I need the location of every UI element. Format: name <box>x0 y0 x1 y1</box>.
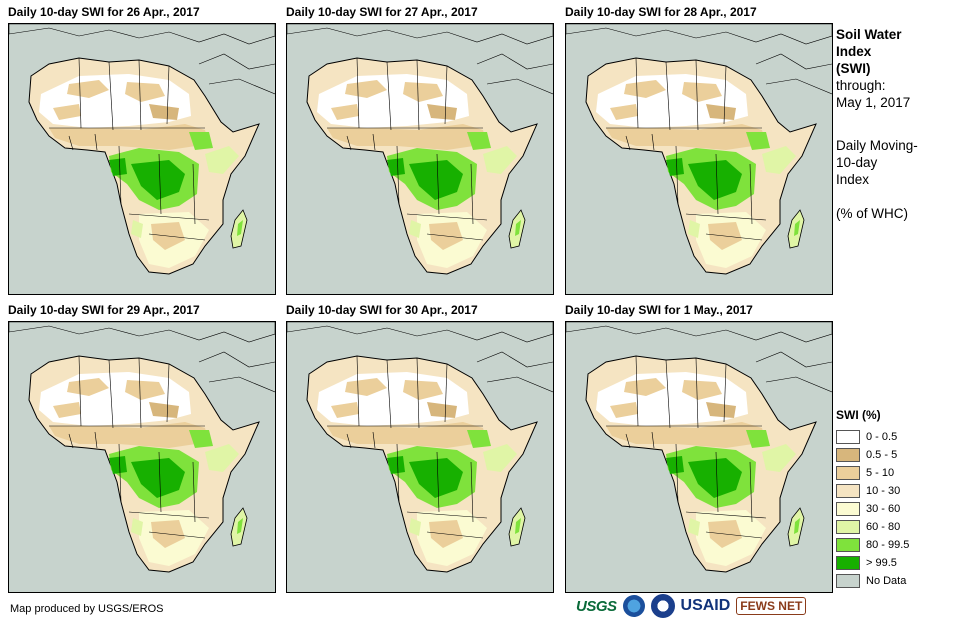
africa-map <box>8 321 276 593</box>
through-date: May 1, 2017 <box>836 95 911 110</box>
legend-swatch <box>836 484 860 498</box>
credit-text: Map produced by USGS/EROS <box>10 603 164 615</box>
logo-strip: USGS USAID FEWS NET <box>576 594 807 618</box>
africa-map-graphic <box>287 24 553 275</box>
legend-swatch <box>836 556 860 570</box>
legend-swatch <box>836 574 860 588</box>
legend-label: 10 - 30 <box>866 485 901 497</box>
legend-swatch <box>836 430 860 444</box>
africa-map <box>565 23 833 295</box>
panel-title: Daily 10-day SWI for 26 Apr., 2017 <box>8 5 200 19</box>
desc-line-1: Daily Moving- <box>836 138 918 153</box>
through-label: through: <box>836 78 886 93</box>
map-panel-2: Daily 10-day SWI for 27 Apr., 2017 <box>286 5 554 295</box>
noaa-logo-icon <box>622 595 645 617</box>
seal-logo-icon <box>650 594 675 618</box>
heading-line-2: Index <box>836 44 872 59</box>
africa-map-graphic <box>566 24 832 275</box>
fews-net-logo: FEWS NET <box>736 597 807 615</box>
panel-title: Daily 10-day SWI for 28 Apr., 2017 <box>565 5 757 19</box>
africa-map <box>565 321 833 593</box>
panel-title: Daily 10-day SWI for 29 Apr., 2017 <box>8 303 200 317</box>
africa-map <box>286 23 554 295</box>
legend-item: No Data <box>836 572 909 590</box>
legend-item: 30 - 60 <box>836 500 909 518</box>
panel-title: Daily 10-day SWI for 1 May., 2017 <box>565 303 753 317</box>
africa-map-graphic <box>9 322 275 573</box>
legend-swatch <box>836 502 860 516</box>
legend: SWI (%) 0 - 0.5 0.5 - 5 5 - 10 10 - 30 3… <box>836 408 909 590</box>
legend-label: 30 - 60 <box>866 503 901 515</box>
legend-label: 80 - 99.5 <box>866 539 910 551</box>
legend-label: 60 - 80 <box>866 521 901 533</box>
legend-label: 0 - 0.5 <box>866 431 898 443</box>
legend-label: No Data <box>866 575 907 587</box>
legend-item: 0.5 - 5 <box>836 446 909 464</box>
legend-swatch <box>836 448 860 462</box>
map-panel-5: Daily 10-day SWI for 30 Apr., 2017 <box>286 303 554 593</box>
desc-line-2: 10-day <box>836 155 878 170</box>
panel-title: Daily 10-day SWI for 27 Apr., 2017 <box>286 5 478 19</box>
africa-map-graphic <box>566 322 832 573</box>
legend-title: SWI (%) <box>836 408 881 422</box>
usaid-logo: USAID <box>680 597 731 614</box>
heading-line-3: (SWI) <box>836 61 871 76</box>
legend-swatch <box>836 538 860 552</box>
sidebar-description: Soil Water Index (SWI) through: May 1, 2… <box>836 26 918 222</box>
usgs-logo: USGS <box>576 597 617 615</box>
legend-item: 80 - 99.5 <box>836 536 909 554</box>
africa-map <box>286 321 554 593</box>
panel-title: Daily 10-day SWI for 30 Apr., 2017 <box>286 303 478 317</box>
units-label: (% of WHC) <box>836 206 908 221</box>
africa-map-graphic <box>287 322 553 573</box>
legend-swatch <box>836 520 860 534</box>
legend-swatch <box>836 466 860 480</box>
legend-label: 0.5 - 5 <box>866 449 898 461</box>
legend-item: 5 - 10 <box>836 464 909 482</box>
legend-item: > 99.5 <box>836 554 909 572</box>
legend-label: > 99.5 <box>866 557 897 569</box>
legend-item: 10 - 30 <box>836 482 909 500</box>
africa-map-graphic <box>9 24 275 275</box>
legend-label: 5 - 10 <box>866 467 895 479</box>
africa-map <box>8 23 276 295</box>
heading-line-1: Soil Water <box>836 27 902 42</box>
legend-item: 0 - 0.5 <box>836 428 909 446</box>
desc-line-3: Index <box>836 172 870 187</box>
map-panel-4: Daily 10-day SWI for 29 Apr., 2017 <box>8 303 276 593</box>
map-panel-1: Daily 10-day SWI for 26 Apr., 2017 <box>8 5 276 295</box>
map-panel-3: Daily 10-day SWI for 28 Apr., 2017 <box>565 5 833 295</box>
legend-item: 60 - 80 <box>836 518 909 536</box>
map-panel-6: Daily 10-day SWI for 1 May., 2017 <box>565 303 833 593</box>
